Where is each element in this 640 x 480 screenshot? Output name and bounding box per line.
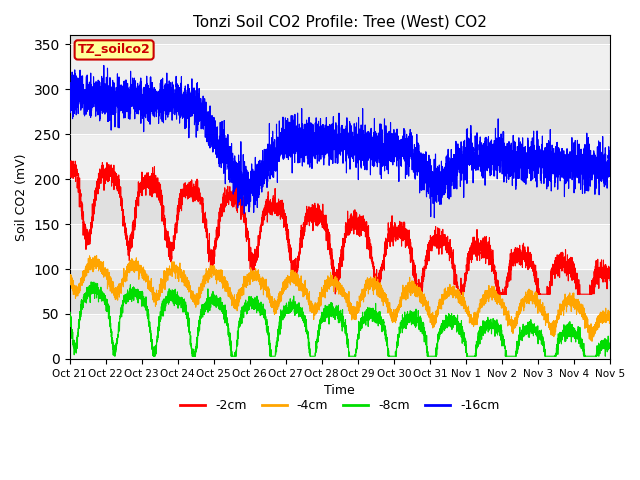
Title: Tonzi Soil CO2 Profile: Tree (West) CO2: Tonzi Soil CO2 Profile: Tree (West) CO2 — [193, 15, 487, 30]
Bar — [70, 179, 610, 224]
Bar — [70, 314, 610, 359]
Y-axis label: Soil CO2 (mV): Soil CO2 (mV) — [15, 154, 28, 241]
Bar — [70, 224, 610, 269]
Legend: -2cm, -4cm, -8cm, -16cm: -2cm, -4cm, -8cm, -16cm — [175, 395, 504, 418]
Bar — [70, 134, 610, 179]
Bar — [70, 44, 610, 89]
Text: TZ_soilco2: TZ_soilco2 — [77, 43, 150, 57]
X-axis label: Time: Time — [324, 384, 355, 397]
Bar — [70, 269, 610, 314]
Bar — [70, 0, 610, 44]
Bar — [70, 89, 610, 134]
